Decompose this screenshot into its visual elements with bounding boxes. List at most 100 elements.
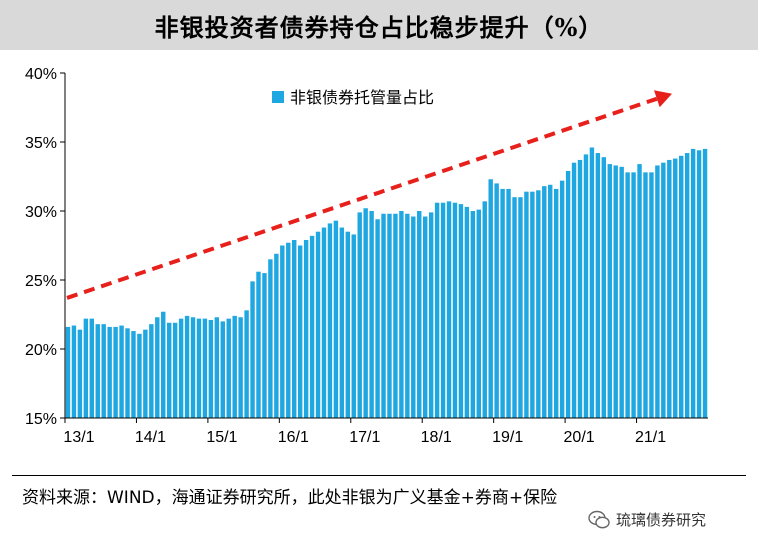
bar (476, 209, 481, 418)
bar (452, 202, 458, 418)
x-tick-label: 13/1 (63, 429, 94, 446)
bar (690, 148, 696, 418)
x-tick-label: 19/1 (492, 429, 523, 446)
bar (393, 213, 398, 418)
bar (679, 155, 684, 419)
watermark-text: 琉璃债券研究 (616, 511, 707, 529)
bar (95, 324, 100, 418)
bar (286, 242, 291, 418)
bar (131, 331, 136, 418)
bar (208, 320, 214, 418)
bar (333, 220, 339, 418)
bar (220, 321, 225, 418)
bar (184, 315, 190, 418)
bar (405, 213, 410, 418)
bar (83, 318, 89, 418)
trend-arrow-head (654, 90, 672, 108)
bar (607, 164, 612, 418)
wechat-icon (588, 510, 610, 528)
x-tick-label: 14/1 (135, 429, 166, 446)
y-tick-label: 30% (25, 204, 57, 221)
bar (202, 318, 208, 418)
bar (702, 148, 708, 418)
bar (363, 208, 368, 418)
bar (559, 180, 565, 418)
bar (696, 150, 702, 418)
y-tick-label: 15% (25, 411, 57, 428)
x-tick-label: 21/1 (635, 429, 666, 446)
bar (250, 281, 255, 418)
bar (643, 172, 648, 418)
bar (125, 328, 130, 418)
bar (506, 188, 511, 418)
bar (387, 213, 392, 418)
bar (262, 273, 267, 418)
bar (428, 212, 434, 418)
bar (375, 219, 380, 418)
bar (155, 317, 160, 418)
bar (518, 197, 523, 418)
watermark: 琉璃债券研究 (588, 509, 706, 530)
bar (119, 325, 124, 418)
bar (655, 165, 660, 418)
bar (226, 318, 231, 418)
bar-chart: 15% 20% 25% 30% 35% 40% 13/1 14/1 15/1 16/1 17/1 18… (25, 66, 708, 446)
bar (524, 191, 529, 418)
x-tick-label: 15/1 (206, 429, 237, 446)
bar (548, 184, 553, 418)
bar (190, 317, 196, 418)
bar (107, 326, 112, 418)
bar (238, 317, 243, 418)
bar (315, 231, 321, 418)
bar (369, 211, 374, 418)
bar (268, 259, 273, 418)
bar (411, 216, 416, 418)
bar (482, 201, 487, 418)
bar (399, 211, 404, 418)
trend-arrow-line (66, 96, 658, 300)
bar (381, 213, 386, 418)
y-tick-label: 25% (25, 273, 57, 290)
bar (143, 329, 148, 418)
bar (577, 159, 583, 418)
bar (178, 318, 184, 418)
bar (661, 162, 666, 418)
bar (667, 159, 672, 418)
bar (113, 326, 118, 418)
bar (77, 329, 83, 418)
footer-divider (12, 475, 746, 476)
bar (589, 147, 595, 418)
bar (512, 197, 517, 418)
bar (303, 239, 309, 418)
bar (625, 172, 630, 418)
bar (565, 170, 571, 418)
bar (536, 190, 541, 418)
bar (274, 253, 279, 418)
bar (256, 271, 261, 418)
bar (89, 318, 94, 418)
bar (244, 310, 249, 418)
bar (553, 188, 559, 418)
bar (595, 153, 601, 418)
bar (214, 317, 220, 418)
bar (488, 179, 493, 418)
bar (619, 166, 624, 418)
bar (351, 234, 356, 418)
x-tick-label: 18/1 (421, 429, 452, 446)
bar (339, 227, 345, 418)
bar (172, 322, 178, 418)
bar (327, 223, 333, 418)
y-tick-label: 40% (25, 66, 57, 83)
bar (601, 157, 607, 418)
bar (440, 202, 446, 418)
bar (571, 162, 577, 418)
chart-title: 非银投资者债券持仓占比稳步提升（%） (154, 12, 604, 42)
source-note: 资料来源：WIND，海通证券研究所，此处非银为广义基金+券商+保险 (22, 488, 558, 508)
bar (101, 324, 106, 418)
bar (65, 326, 71, 418)
bar (357, 212, 362, 418)
bar (166, 322, 172, 418)
y-tick-label: 35% (25, 135, 57, 152)
bar (232, 315, 237, 418)
x-tick-label: 20/1 (564, 429, 595, 446)
